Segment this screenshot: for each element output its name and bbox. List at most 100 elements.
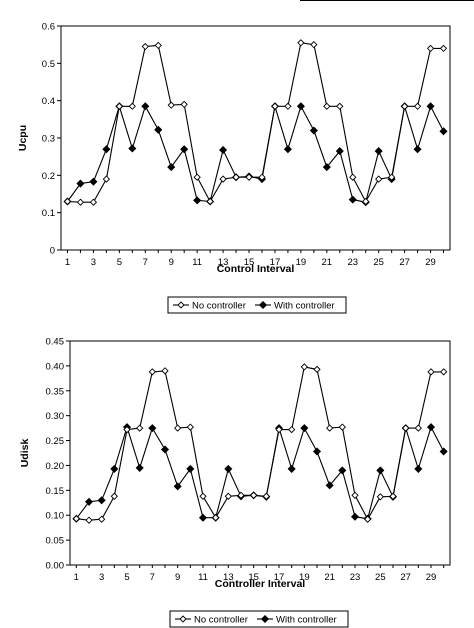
no-controller-point (388, 173, 396, 181)
no-controller-point (300, 363, 308, 371)
y-tick-label: 0.45 (46, 337, 65, 348)
with-controller-line (67, 104, 444, 203)
x-tick-label: 17 (274, 572, 285, 583)
page-header-rule (300, 0, 474, 1)
x-axis-title: Control Interval (217, 263, 295, 275)
with-controller-point (376, 466, 385, 475)
no-controller-point (364, 515, 372, 523)
x-tick-label: 29 (425, 257, 436, 268)
no-controller-point (258, 173, 266, 181)
with-controller-point (102, 145, 111, 154)
no-controller-point (85, 516, 93, 524)
x-tick-label: 11 (192, 257, 202, 268)
x-tick-label: 25 (375, 572, 386, 583)
with-controller-point (110, 464, 119, 473)
with-controller-point (89, 177, 98, 186)
with-controller-line (75, 425, 445, 520)
with-controller-point (180, 145, 189, 154)
x-tick-label: 1 (65, 257, 70, 268)
y-tick-label: 0.40 (46, 361, 65, 372)
x-tick-label: 9 (175, 572, 180, 583)
with-controller-point (426, 423, 436, 432)
y-tick-label: 0.35 (46, 386, 65, 397)
with-controller-point (335, 147, 344, 156)
no-controller-point (174, 424, 182, 432)
x-tick-label: 21 (324, 572, 335, 583)
x-tick-label: 15 (248, 572, 259, 583)
no-controller-point (288, 425, 296, 434)
x-tick-label: 21 (322, 257, 333, 268)
no-controller-point (271, 102, 279, 110)
x-tick-label: 27 (399, 257, 410, 268)
no-controller-point (141, 42, 149, 51)
no-controller-point (98, 515, 106, 523)
y-tick-label: 0.00 (46, 561, 65, 572)
with-controller-point (414, 464, 423, 473)
no-controller-point (376, 493, 384, 501)
with-controller-point (167, 163, 176, 172)
with-controller-point (76, 179, 85, 188)
with-controller-point (186, 464, 195, 473)
y-tick-label: 0.3 (42, 134, 55, 145)
with-controller-point (350, 512, 360, 521)
x-tick-label: 17 (270, 257, 281, 268)
with-controller-point (173, 482, 182, 491)
with-controller-point (348, 195, 357, 204)
x-tick-label: 11 (198, 572, 208, 583)
with-controller-point (193, 196, 202, 205)
no-controller-point (297, 39, 305, 47)
no-controller-point (128, 102, 136, 110)
y-tick-label: 0.30 (46, 411, 65, 422)
disk-utilization-chart: 0.00 0.05 0.10 0.15 0.20 0.25 0.30 0.35 0.40 0.45… (19, 337, 451, 628)
with-controller-point (283, 145, 292, 154)
with-controller-point (224, 464, 233, 473)
with-controller-point (439, 447, 448, 456)
with-controller-point (426, 102, 435, 111)
x-tick-label: 29 (426, 572, 437, 583)
with-controller-point (135, 463, 144, 472)
no-controller-point (336, 102, 344, 110)
no-controller-point (219, 175, 227, 183)
legend-marker-with-controller (258, 300, 268, 310)
no-controller-point (413, 102, 422, 110)
with-controller-point (148, 424, 157, 433)
no-controller-line (76, 366, 444, 521)
x-tick-label: 25 (373, 257, 384, 268)
with-controller-point (338, 466, 347, 475)
legend-marker-no-controller (177, 301, 185, 309)
no-controller-point (136, 424, 144, 432)
no-controller-point (426, 44, 435, 53)
no-controller-point (123, 425, 131, 434)
no-controller-point (362, 197, 370, 206)
with-controller-point (309, 126, 318, 135)
no-controller-point (154, 41, 162, 50)
y-axis-title: Ucpu (17, 125, 29, 151)
with-controller-point (325, 481, 334, 490)
no-controller-point (72, 515, 80, 523)
no-controller-point (323, 102, 331, 110)
y-tick-label: 0 (50, 246, 55, 257)
with-controller-point (160, 445, 170, 454)
y-tick-label: 0.25 (46, 436, 65, 447)
no-controller-point (245, 173, 253, 181)
no-controller-point (76, 198, 85, 206)
no-controller-point (180, 100, 188, 109)
y-tick-label: 0.4 (42, 96, 55, 107)
with-controller-point (312, 447, 322, 456)
no-controller-point (199, 492, 207, 500)
x-tick-label: 3 (99, 572, 104, 583)
x-tick-label: 13 (218, 257, 229, 268)
no-controller-point (232, 173, 240, 181)
y-axis-title: Udisk (19, 439, 31, 468)
cpu-utilization-chart: 00.10.20.30.40.50.61 3 5 7 9 11 13 15 17 19 21 23 25… (17, 22, 451, 314)
no-controller-point (186, 423, 194, 431)
legend-label-with-controller: With controller (276, 615, 337, 626)
no-controller-point (414, 424, 422, 432)
no-controller-point (115, 102, 123, 110)
no-controller-point (326, 424, 334, 432)
with-controller-point (287, 464, 296, 473)
no-controller-point (250, 491, 258, 499)
no-controller-point (237, 491, 245, 499)
with-controller-point (300, 424, 309, 433)
no-controller-point (439, 44, 448, 53)
